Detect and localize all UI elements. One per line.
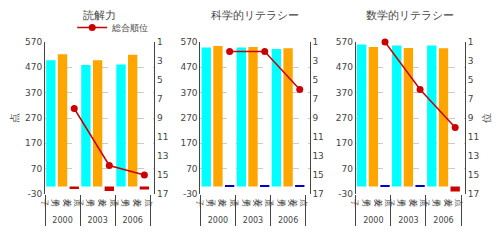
svg-text:11: 11	[468, 132, 479, 142]
svg-text:2006: 2006	[433, 216, 453, 225]
svg-text:17: 17	[312, 189, 323, 199]
svg-text:総合順位: 総合順位	[111, 23, 148, 33]
svg-text:370: 370	[336, 88, 353, 98]
svg-text:170: 170	[180, 138, 197, 148]
svg-text:女子: 女子	[51, 199, 70, 207]
svg-text:点: 点	[9, 113, 20, 123]
svg-text:点差: 点差	[98, 199, 117, 207]
svg-text:点差: 点差	[254, 199, 273, 207]
svg-text:2003: 2003	[87, 216, 107, 225]
svg-text:点差: 点差	[409, 199, 428, 207]
svg-text:2003: 2003	[243, 216, 263, 225]
svg-text:7: 7	[157, 94, 163, 104]
svg-text:女子: 女子	[207, 199, 226, 207]
svg-text:女子: 女子	[121, 199, 140, 207]
svg-text:男子: 男子	[75, 199, 94, 207]
svg-text:男子: 男子	[421, 199, 440, 207]
svg-text:370: 370	[25, 88, 42, 98]
svg-text:170: 170	[336, 138, 353, 148]
svg-text:1: 1	[312, 37, 318, 47]
svg-text:科学的リテラシー: 科学的リテラシー	[211, 9, 299, 22]
svg-text:270: 270	[336, 113, 353, 123]
svg-text:7: 7	[312, 94, 318, 104]
svg-text:2000: 2000	[363, 216, 383, 225]
svg-text:570: 570	[180, 37, 197, 47]
svg-text:15: 15	[157, 170, 168, 180]
svg-text:-30: -30	[338, 189, 353, 199]
svg-text:点差: 点差	[218, 199, 237, 207]
svg-text:13: 13	[312, 151, 323, 161]
svg-text:男子: 男子	[110, 199, 129, 207]
svg-text:470: 470	[180, 62, 197, 72]
svg-text:女子: 女子	[277, 199, 296, 207]
svg-text:読解力: 読解力	[83, 9, 116, 22]
svg-text:男子: 男子	[350, 199, 369, 207]
svg-text:点差: 点差	[289, 199, 308, 207]
svg-text:点差: 点差	[133, 199, 152, 207]
svg-text:男子: 男子	[230, 199, 249, 207]
svg-text:15: 15	[312, 170, 323, 180]
svg-text:470: 470	[25, 62, 42, 72]
svg-text:13: 13	[468, 151, 479, 161]
svg-text:70: 70	[342, 164, 354, 174]
svg-text:17: 17	[157, 189, 168, 199]
svg-text:男子: 男子	[195, 199, 214, 207]
svg-text:女子: 女子	[242, 199, 261, 207]
svg-text:9: 9	[312, 113, 318, 123]
svg-text:2003: 2003	[398, 216, 418, 225]
svg-text:11: 11	[312, 132, 323, 142]
svg-text:570: 570	[25, 37, 42, 47]
svg-text:9: 9	[157, 113, 163, 123]
svg-text:3: 3	[468, 56, 474, 66]
svg-text:9: 9	[468, 113, 474, 123]
svg-text:11: 11	[157, 132, 168, 142]
svg-text:点差: 点差	[374, 199, 393, 207]
svg-text:17: 17	[468, 189, 479, 199]
svg-text:位: 位	[481, 113, 492, 123]
svg-text:370: 370	[180, 88, 197, 98]
svg-text:5: 5	[468, 75, 474, 85]
svg-text:270: 270	[180, 113, 197, 123]
svg-text:1: 1	[157, 37, 163, 47]
svg-text:1: 1	[468, 37, 474, 47]
svg-text:2006: 2006	[278, 216, 298, 225]
svg-text:女子: 女子	[362, 199, 381, 207]
svg-text:男子: 男子	[265, 199, 284, 207]
svg-text:男子: 男子	[386, 199, 405, 207]
svg-text:70: 70	[186, 164, 198, 174]
svg-text:270: 270	[25, 113, 42, 123]
svg-text:170: 170	[25, 138, 42, 148]
svg-text:13: 13	[157, 151, 168, 161]
svg-text:2000: 2000	[208, 216, 228, 225]
svg-text:点差: 点差	[63, 199, 82, 207]
svg-text:570: 570	[336, 37, 353, 47]
svg-text:470: 470	[336, 62, 353, 72]
svg-text:15: 15	[468, 170, 479, 180]
svg-text:数学的リテラシー: 数学的リテラシー	[366, 9, 454, 22]
svg-text:-30: -30	[183, 189, 198, 199]
svg-text:女子: 女子	[86, 199, 105, 207]
svg-text:5: 5	[157, 75, 163, 85]
svg-text:女子: 女子	[397, 199, 416, 207]
svg-text:-30: -30	[27, 189, 42, 199]
svg-text:7: 7	[468, 94, 474, 104]
svg-text:2006: 2006	[123, 216, 143, 225]
svg-text:3: 3	[157, 56, 163, 66]
svg-text:女子: 女子	[432, 199, 451, 207]
svg-text:男子: 男子	[40, 199, 59, 207]
svg-text:5: 5	[312, 75, 318, 85]
svg-text:70: 70	[31, 164, 43, 174]
svg-text:点差: 点差	[444, 199, 463, 207]
svg-text:3: 3	[312, 56, 318, 66]
svg-text:2000: 2000	[52, 216, 72, 225]
